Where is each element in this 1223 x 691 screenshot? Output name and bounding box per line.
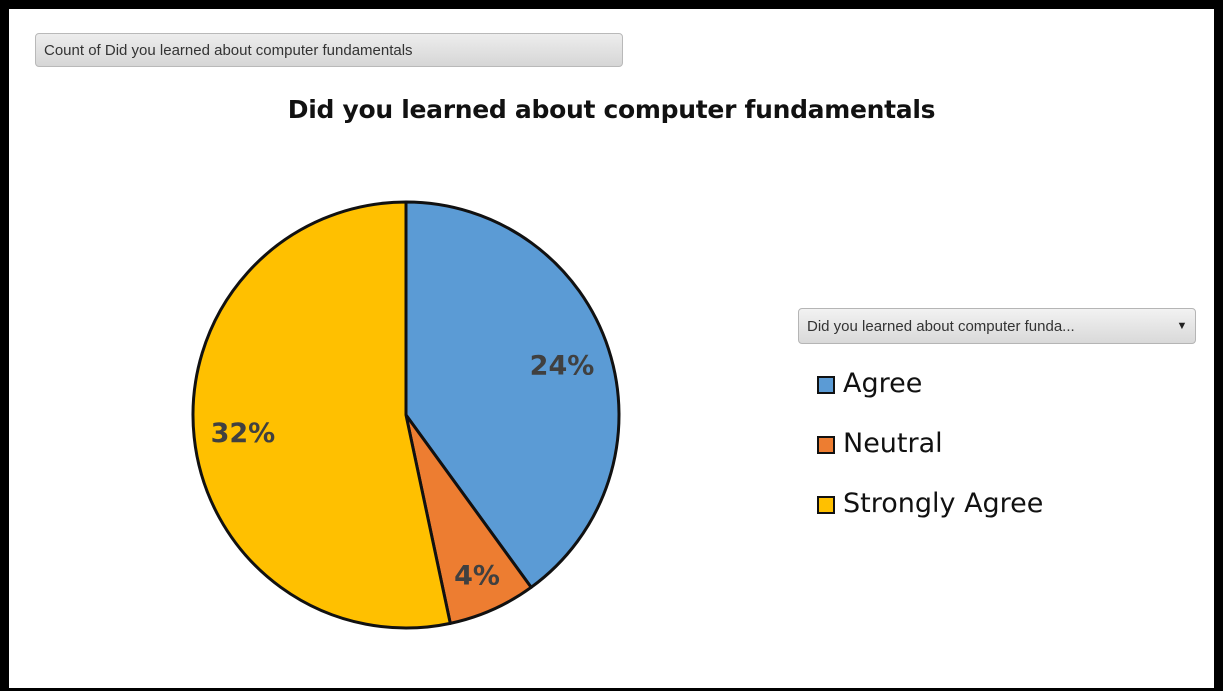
legend-field-dropdown[interactable]: Did you learned about computer funda... … <box>798 308 1196 344</box>
pie-slice-strongly-agree[interactable] <box>191 200 452 630</box>
chart-frame: Count of Did you learned about computer … <box>9 9 1214 688</box>
legend-label: Agree <box>843 367 923 399</box>
data-label-strongly-agree: 32% <box>211 418 276 449</box>
data-label-agree: 24% <box>530 350 595 381</box>
pie-slice-agree[interactable] <box>404 200 621 589</box>
pie-chart: 24% 4% 32% <box>191 200 621 630</box>
legend-item-strongly-agree: Strongly Agree <box>817 473 1043 533</box>
legend: Agree Neutral Strongly Agree <box>817 353 1043 533</box>
value-field-button[interactable]: Count of Did you learned about computer … <box>35 33 623 67</box>
data-label-neutral: 4% <box>454 561 500 592</box>
chart-title: Did you learned about computer fundament… <box>287 95 936 124</box>
legend-swatch <box>817 375 835 394</box>
legend-swatch <box>817 495 835 514</box>
legend-label: Neutral <box>843 427 943 459</box>
legend-swatch <box>817 435 835 454</box>
chevron-down-icon: ▼ <box>1176 320 1188 332</box>
legend-field-label: Did you learned about computer funda... <box>807 317 1075 335</box>
legend-item-agree: Agree <box>817 353 1043 413</box>
legend-item-neutral: Neutral <box>817 413 1043 473</box>
legend-label: Strongly Agree <box>843 487 1044 519</box>
